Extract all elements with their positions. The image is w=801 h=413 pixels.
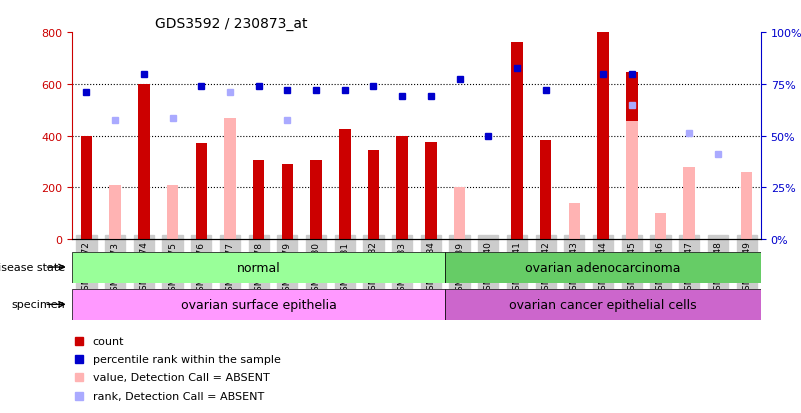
Bar <box>310 161 322 240</box>
Bar <box>339 130 351 240</box>
Bar <box>445 289 761 320</box>
Bar <box>72 289 445 320</box>
Bar <box>253 161 264 240</box>
Text: value, Detection Call = ABSENT: value, Detection Call = ABSENT <box>93 373 269 382</box>
Bar <box>167 185 179 240</box>
Bar <box>511 43 523 240</box>
Bar <box>368 150 379 240</box>
Text: disease state: disease state <box>0 262 65 273</box>
Text: ovarian surface epithelia: ovarian surface epithelia <box>181 298 336 311</box>
Bar <box>569 204 580 240</box>
Bar <box>683 167 695 240</box>
Text: GDS3592 / 230873_at: GDS3592 / 230873_at <box>155 17 308 31</box>
Bar <box>195 144 207 240</box>
Bar <box>396 136 408 240</box>
Text: rank, Detection Call = ABSENT: rank, Detection Call = ABSENT <box>93 391 264 401</box>
Bar <box>654 214 666 240</box>
Text: normal: normal <box>237 261 280 274</box>
Bar <box>540 140 551 240</box>
Bar <box>626 73 638 240</box>
Bar <box>425 143 437 240</box>
Bar <box>81 136 92 240</box>
Bar <box>626 122 638 240</box>
Bar <box>224 118 235 240</box>
Text: count: count <box>93 336 124 346</box>
Bar <box>454 188 465 240</box>
Bar <box>110 185 121 240</box>
Bar <box>741 173 752 240</box>
Text: ovarian adenocarcinoma: ovarian adenocarcinoma <box>525 261 681 274</box>
Bar <box>445 252 761 283</box>
Bar <box>282 165 293 240</box>
Bar <box>598 33 609 240</box>
Text: ovarian cancer epithelial cells: ovarian cancer epithelial cells <box>509 298 697 311</box>
Bar <box>138 85 150 240</box>
Bar <box>72 252 445 283</box>
Text: specimen: specimen <box>11 299 65 310</box>
Text: percentile rank within the sample: percentile rank within the sample <box>93 354 280 364</box>
